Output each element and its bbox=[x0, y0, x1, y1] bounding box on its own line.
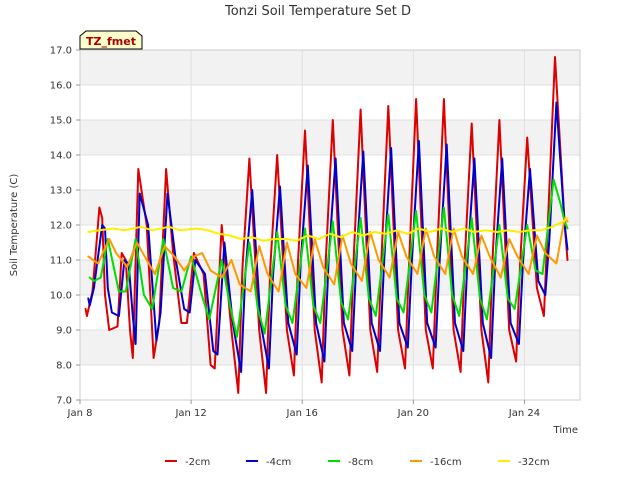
plot-band bbox=[80, 330, 580, 365]
series-line-2cmcm bbox=[84, 56, 569, 394]
y-tick-label: 15.0 bbox=[50, 116, 72, 127]
y-tick-label: 10.0 bbox=[50, 291, 72, 302]
y-tick-label: 12.0 bbox=[50, 221, 72, 232]
series-line-32cmcm bbox=[87, 217, 569, 242]
y-axis-label: Soil Temperature (C) bbox=[9, 174, 20, 277]
legend-item: -4cm bbox=[246, 457, 291, 468]
legend-label: -8cm bbox=[348, 457, 373, 468]
legend-item: -8cm bbox=[328, 457, 373, 468]
legend-item: -32cm bbox=[498, 457, 550, 468]
y-tick-label: 17.0 bbox=[50, 46, 72, 57]
plot-band bbox=[80, 120, 580, 155]
annotation-frame bbox=[79, 30, 143, 50]
x-tick-label: Jan 12 bbox=[174, 408, 206, 419]
plot-band bbox=[80, 50, 580, 85]
legend-item: -2cm bbox=[165, 457, 210, 468]
x-tick-label: Jan 8 bbox=[67, 408, 93, 419]
legend-item: -16cm bbox=[410, 457, 462, 468]
x-tick-label: Jan 20 bbox=[397, 408, 429, 419]
y-tick-label: 13.0 bbox=[50, 186, 72, 197]
series-layer bbox=[84, 56, 569, 394]
y-tick-label: 16.0 bbox=[50, 81, 72, 92]
y-axis-ticks: 7.0 8.0 9.0 10.0 11.0 12.0 13.0 14.0 15.0 16.0 17.… bbox=[50, 46, 80, 407]
y-tick-label: 7.0 bbox=[56, 396, 72, 407]
chart-title: Tonzi Soil Temperature Set D bbox=[224, 4, 411, 19]
legend-label: -2cm bbox=[185, 457, 210, 468]
annotation-box: TZ_fmet bbox=[79, 30, 143, 50]
x-axis-ticks: Jan 8 Jan 12 Jan 16 Jan 20 Jan 24 bbox=[67, 400, 540, 419]
annotation-label: TZ_fmet bbox=[86, 35, 136, 48]
series-line-16cmcm bbox=[87, 217, 569, 293]
y-tick-label: 9.0 bbox=[56, 326, 72, 337]
legend-label: -32cm bbox=[518, 457, 550, 468]
legend-label: -4cm bbox=[266, 457, 291, 468]
x-tick-label: Jan 16 bbox=[286, 408, 318, 419]
y-tick-label: 14.0 bbox=[50, 151, 72, 162]
y-tick-label: 11.0 bbox=[50, 256, 72, 267]
legend: -2cm -4cm -8cm -16cm -32cm bbox=[165, 457, 550, 468]
series-line-8cmcm bbox=[88, 178, 569, 338]
legend-label: -16cm bbox=[430, 457, 462, 468]
x-axis-label: Time bbox=[553, 425, 578, 436]
series-line-4cmcm bbox=[87, 101, 569, 373]
x-tick-label: Jan 24 bbox=[508, 408, 540, 419]
y-tick-label: 8.0 bbox=[56, 361, 72, 372]
